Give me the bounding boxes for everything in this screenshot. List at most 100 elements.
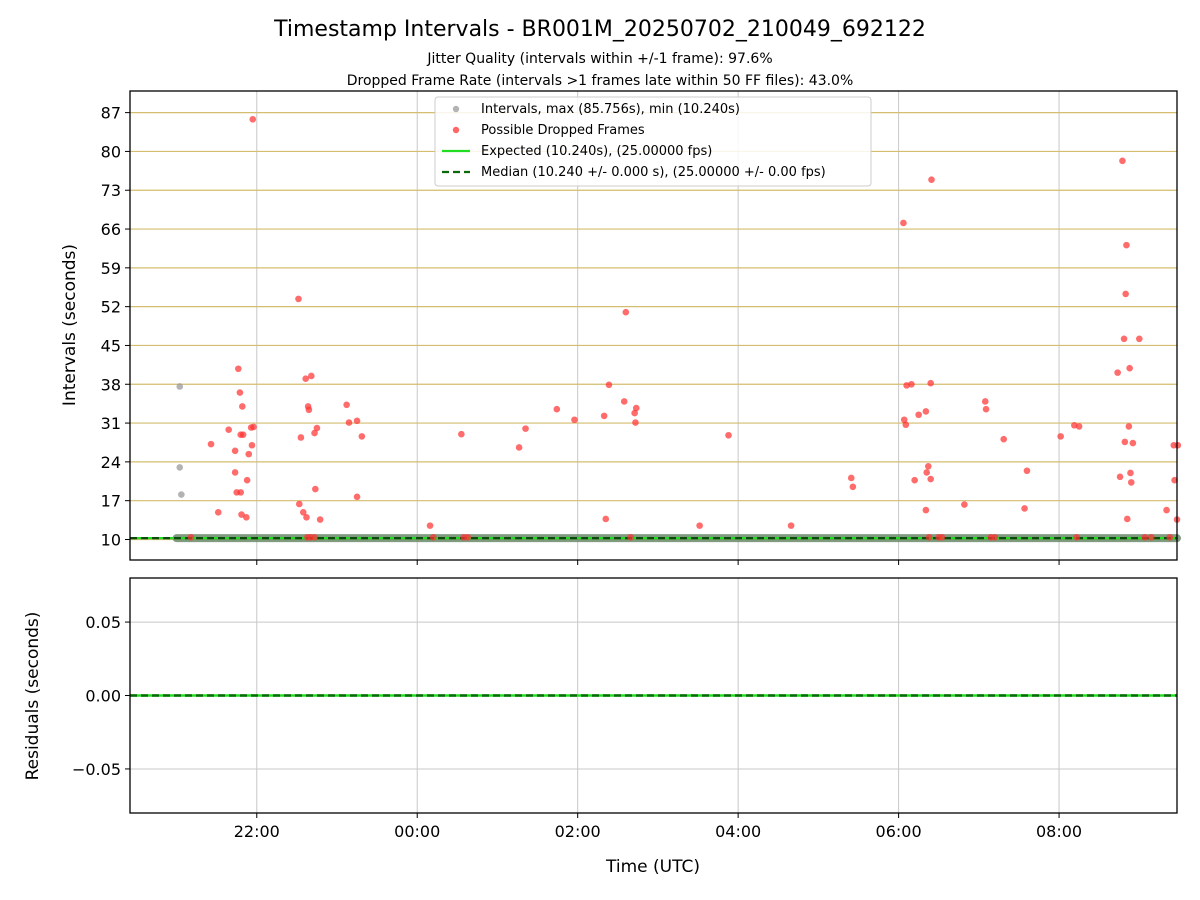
- chart-subtitle-dropped: Dropped Frame Rate (intervals >1 frames …: [347, 73, 854, 89]
- dropped-frame-point: [207, 440, 215, 448]
- dropped-frame-point: [343, 401, 350, 409]
- dropped-frame-point: [696, 522, 703, 529]
- intervals-y-ticks: 10 17 24 31 38 45 52 59 66 73 80 87: [101, 104, 130, 549]
- dropped-frame-point: [922, 408, 930, 415]
- dropped-frame-point: [236, 389, 244, 396]
- legend-gray-marker: [452, 105, 460, 113]
- dropped-frame-point: [1000, 435, 1008, 443]
- dropped-frame-point: [981, 398, 989, 405]
- dropped-frame-point: [600, 412, 608, 420]
- x-tick-label: 22:00: [234, 822, 280, 841]
- intervals-y-tick-label: 17: [101, 492, 121, 511]
- dropped-frame-point: [303, 514, 310, 521]
- dropped-frame-point: [353, 493, 361, 501]
- intervals-y-tick-label: 73: [101, 181, 121, 200]
- dropped-frame-point: [927, 379, 934, 387]
- dropped-frame-point: [1123, 515, 1131, 523]
- dropped-frame-point: [982, 405, 990, 413]
- dropped-frame-point: [602, 515, 610, 523]
- dropped-frame-point: [924, 463, 932, 470]
- dropped-frame-point: [1057, 433, 1064, 440]
- interval-point: [176, 464, 184, 471]
- dropped-frame-point: [353, 417, 361, 425]
- dropped-frame-point: [458, 430, 465, 438]
- dropped-frame-point: [1171, 476, 1178, 484]
- dropped-frame-point: [1129, 439, 1137, 447]
- dropped-frame-point: [429, 533, 437, 541]
- dropped-frame-point: [900, 219, 907, 227]
- dropped-frame-point: [248, 441, 256, 449]
- dropped-frame-point: [1119, 157, 1126, 165]
- dropped-frame-point: [605, 381, 613, 389]
- dropped-frame-point: [911, 476, 918, 484]
- dropped-frame-point: [923, 469, 930, 476]
- dropped-frame-point: [1148, 533, 1155, 541]
- dropped-frame-point: [908, 380, 915, 388]
- dropped-frame-point: [522, 425, 529, 432]
- residuals-y-tick-label: −0.05: [72, 760, 121, 779]
- dropped-frame-point: [239, 431, 247, 439]
- dropped-frame-point: [297, 434, 305, 441]
- intervals-y-tick-label: 24: [101, 453, 121, 472]
- dropped-frame-point: [1166, 533, 1174, 541]
- residuals-y-ticks: 0.05 0.00 −0.05: [72, 613, 130, 779]
- dropped-frame-point: [1114, 369, 1121, 376]
- dropped-frame-point: [312, 485, 319, 493]
- dropped-frame-point: [316, 516, 324, 523]
- dropped-frame-point: [787, 522, 795, 529]
- dropped-frame-point: [1116, 473, 1124, 481]
- dropped-frame-point: [925, 533, 933, 541]
- dropped-frame-point: [515, 444, 523, 451]
- dropped-frame-point: [250, 423, 257, 431]
- dropped-frame-point: [938, 533, 946, 541]
- chart-title: Timestamp Intervals - BR001M_20250702_21…: [273, 17, 926, 42]
- dropped-frame-point: [1123, 241, 1130, 249]
- x-tick-label: 02:00: [555, 822, 601, 841]
- dropped-frame-point: [553, 405, 561, 413]
- dropped-frame-point: [245, 450, 253, 458]
- residuals-y-axis-label: Residuals (seconds): [23, 612, 43, 781]
- dropped-frame-point: [927, 475, 934, 483]
- dropped-frame-point: [464, 533, 472, 541]
- intervals-panel: 10 17 24 31 38 45 52 59 66 73 80 87 Intervals (seco…: [60, 90, 1182, 565]
- legend: Intervals, max (85.756s), min (10.240s) …: [434, 96, 872, 187]
- dropped-frame-point: [426, 522, 434, 529]
- intervals-x-ticks: [256, 560, 1060, 565]
- dropped-frame-point: [295, 295, 302, 303]
- residuals-y-tick-label: 0.05: [85, 613, 121, 632]
- dropped-frame-point: [725, 431, 732, 439]
- dropped-frame-point: [849, 483, 857, 491]
- x-tick-label: 06:00: [876, 822, 922, 841]
- intervals-y-axis-label: Intervals (seconds): [60, 244, 80, 406]
- dropped-frame-point: [847, 474, 855, 482]
- dropped-frame-point: [627, 533, 634, 541]
- dropped-frame-point: [632, 419, 639, 426]
- x-tick-label: 08:00: [1036, 822, 1082, 841]
- interval-point: [176, 383, 184, 390]
- dropped-frame-point: [243, 514, 250, 521]
- dropped-frame-point: [225, 426, 232, 434]
- dropped-frame-point: [922, 506, 930, 514]
- intervals-y-tick-label: 52: [101, 298, 121, 317]
- x-tick-label: 00:00: [394, 822, 440, 841]
- dropped-frame-point: [1023, 467, 1031, 475]
- dropped-frame-point: [305, 406, 313, 414]
- legend-label-expected: Expected (10.240s), (25.00000 fps): [481, 144, 712, 159]
- dropped-frame-point: [1120, 335, 1128, 343]
- dropped-frame-point: [1122, 290, 1129, 298]
- dropped-frame-point: [900, 416, 908, 424]
- legend-label-intervals: Intervals, max (85.756s), min (10.240s): [481, 102, 740, 117]
- dropped-frame-point: [308, 372, 315, 380]
- dropped-frame-point: [1073, 533, 1081, 541]
- interval-point: [178, 491, 185, 498]
- dropped-frame-point: [187, 533, 195, 541]
- dropped-frame-point: [620, 398, 628, 405]
- intervals-y-tick-label: 87: [101, 104, 121, 123]
- intervals-plot-frame: [129, 90, 1178, 561]
- dropped-frame-point: [237, 489, 245, 496]
- dropped-frame-point: [345, 419, 353, 426]
- legend-box: [434, 96, 872, 187]
- dropped-frame-point: [622, 308, 630, 316]
- dropped-frame-point: [1075, 423, 1083, 430]
- dropped-frame-point: [239, 403, 246, 410]
